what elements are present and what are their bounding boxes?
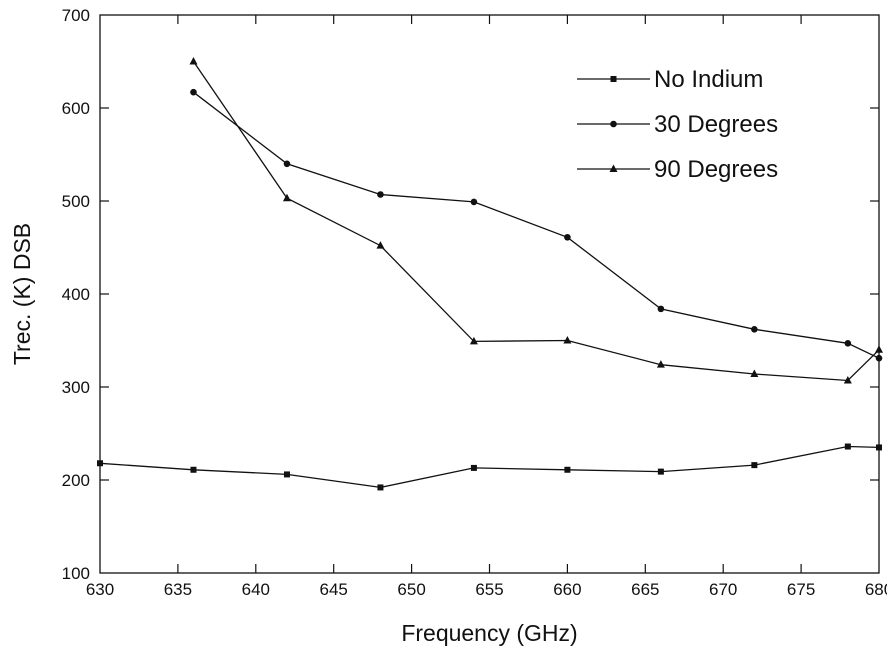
data-point: [189, 57, 198, 65]
legend-marker: [610, 120, 617, 128]
x-tick-label: 645: [320, 580, 348, 599]
x-tick-label: 655: [475, 580, 503, 599]
legend-item: 90 Degrees: [577, 156, 778, 183]
x-tick-label: 670: [709, 580, 737, 599]
data-point: [843, 375, 852, 384]
data-point: [875, 345, 883, 353]
data-point: [876, 444, 882, 451]
series-line: [99, 445, 880, 489]
x-tick-label: 665: [631, 580, 659, 599]
data-point: [377, 484, 384, 491]
plot-area-frame: [99, 14, 880, 574]
data-point: [563, 336, 572, 344]
y-tick-label: 100: [62, 564, 90, 583]
data-point: [657, 305, 665, 313]
legend-label: 30 Degrees: [654, 111, 778, 138]
data-point: [97, 460, 103, 467]
data-point: [875, 354, 883, 362]
y-axis-title: Trec. (K) DSB: [9, 223, 35, 365]
y-tick-label: 300: [62, 378, 90, 397]
series-layer: [97, 57, 883, 491]
legend-marker: [610, 76, 617, 82]
y-tick-label: 400: [62, 285, 90, 304]
x-tick-label: 675: [787, 580, 815, 599]
data-point: [844, 339, 852, 347]
y-tick-label: 700: [62, 6, 90, 25]
data-point: [750, 369, 759, 377]
legend-label: No Indium: [654, 66, 763, 93]
legend-label: 90 Degrees: [654, 156, 778, 183]
data-point: [283, 471, 290, 478]
legend-marker: [609, 164, 618, 172]
data-point: [470, 464, 477, 471]
legend-item: 30 Degrees: [577, 111, 778, 138]
data-point: [377, 191, 384, 198]
data-point: [657, 468, 664, 475]
x-tick-label: 630: [86, 580, 114, 599]
x-tick-label: 640: [242, 580, 270, 599]
x-axis-title: Frequency (GHz): [401, 620, 577, 646]
data-point: [751, 326, 758, 333]
x-tick-label: 650: [397, 580, 425, 599]
data-point: [190, 88, 197, 96]
data-point: [470, 198, 478, 206]
x-axis: 630 635 640 645 650 655 660 665 670 675 680: [86, 15, 887, 599]
y-tick-label: 500: [62, 192, 90, 211]
legend: No Indium 30 Degrees 90 Degrees: [577, 66, 778, 183]
data-point: [564, 233, 571, 241]
x-tick-label: 660: [553, 580, 581, 599]
series-circle: [190, 88, 883, 362]
x-tick-label: 635: [164, 580, 192, 599]
data-point: [283, 160, 291, 168]
x-tick-label: 680: [865, 580, 887, 599]
data-point: [190, 466, 197, 473]
data-point: [751, 462, 758, 469]
y-tick-label: 200: [62, 471, 90, 490]
data-point: [844, 443, 851, 450]
data-point: [564, 466, 571, 473]
data-point: [469, 336, 478, 345]
y-axis: 100 200 300 400 500 600 700: [62, 6, 879, 583]
data-point: [656, 360, 665, 368]
y-tick-label: 600: [62, 99, 90, 118]
legend-item: No Indium: [577, 66, 763, 93]
data-point: [376, 241, 385, 249]
series-square: [97, 443, 882, 491]
series-triangle: [189, 57, 883, 384]
data-point: [282, 193, 291, 202]
